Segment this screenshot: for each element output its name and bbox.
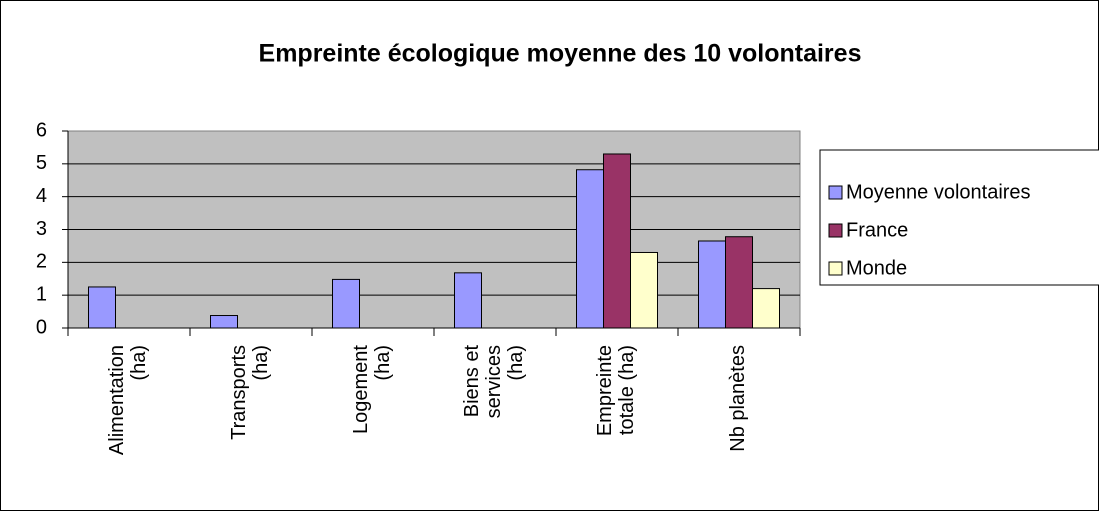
legend-swatch [828,223,843,238]
x-tick-label: Nb planètes [727,345,749,452]
legend-label: Monde [846,257,907,279]
bar [698,240,726,329]
bar [454,272,482,329]
bar [576,169,604,329]
legend-box [819,149,1099,286]
bar [630,251,658,329]
y-tick-label: 1 [36,283,47,305]
y-tick-label: 5 [36,152,47,174]
y-tick-label: 3 [36,218,47,240]
x-tick-label: Transports(ha) [228,345,272,440]
legend-label: Moyenne volontaires [846,181,1031,203]
x-tick-label: Alimentation(ha) [106,345,150,455]
y-tick-label: 4 [36,185,47,207]
legend-swatch [828,261,843,276]
y-tick-label: 0 [36,316,47,338]
y-tick-label: 2 [36,251,47,273]
chart-title: Empreinte écologique moyenne des 10 volo… [259,40,862,68]
bar [603,153,631,329]
bar [752,288,780,329]
x-tick-label: Logement(ha) [350,345,394,434]
bar [332,278,360,329]
x-tick-label: Biens etservices(ha) [461,345,527,419]
x-tick-label: Empreintetotale (ha) [594,345,638,436]
bar [210,315,238,329]
bar [88,286,116,329]
y-tick-label: 6 [36,119,47,141]
bar [725,236,753,329]
legend-swatch [828,185,843,200]
legend-label: France [846,219,908,241]
